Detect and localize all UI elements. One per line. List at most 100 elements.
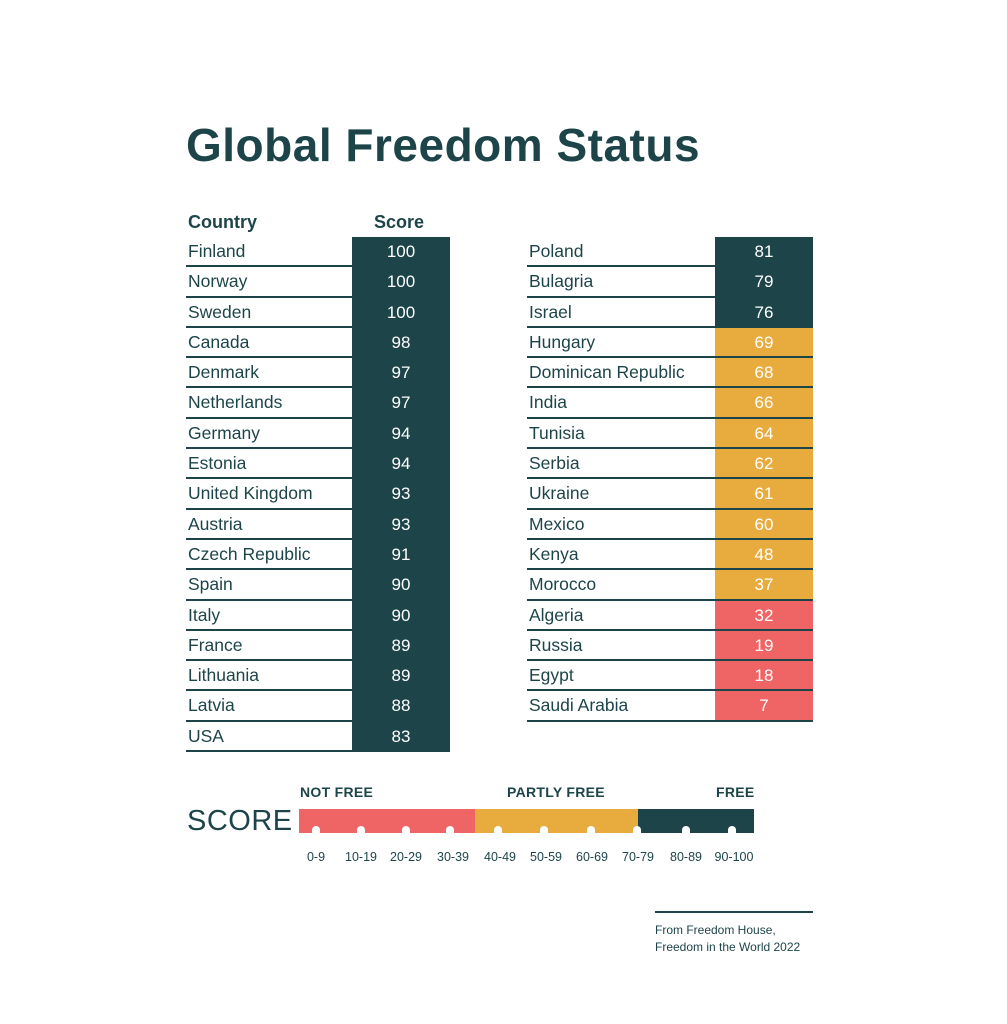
score-cell: 90 bbox=[352, 600, 450, 629]
country-name: Estonia bbox=[188, 453, 247, 474]
range-label: 90-100 bbox=[714, 850, 754, 864]
table-row: Canada 98 bbox=[186, 327, 450, 359]
source-line-2: Freedom in the World 2022 bbox=[655, 940, 801, 954]
score-cell: 98 bbox=[352, 327, 450, 357]
range-label: 40-49 bbox=[484, 850, 516, 864]
score-scale-bar bbox=[299, 809, 754, 834]
score-cell: 64 bbox=[715, 418, 813, 448]
table-row: Egypt 18 bbox=[527, 661, 813, 692]
score-cell: 48 bbox=[715, 539, 813, 569]
country-name: Serbia bbox=[529, 453, 580, 474]
scale-tick bbox=[494, 826, 502, 834]
country-name: Lithuania bbox=[188, 665, 260, 686]
table-row: Mexico 60 bbox=[527, 509, 813, 540]
scale-tick bbox=[446, 826, 454, 834]
country-name: Czech Republic bbox=[188, 543, 311, 564]
table-row: Saudi Arabia 7 bbox=[527, 691, 813, 722]
country-name: Latvia bbox=[188, 695, 235, 716]
table-row: Kenya 48 bbox=[527, 539, 813, 571]
table-row: Dominican Republic 68 bbox=[527, 358, 813, 389]
table-row: USA 83 bbox=[186, 721, 450, 753]
country-name: Spain bbox=[188, 574, 233, 595]
score-cell: 91 bbox=[352, 539, 450, 569]
country-name: Tunisia bbox=[529, 422, 585, 443]
country-name: Poland bbox=[529, 241, 584, 261]
score-table-left: Finland 100 Norway 100 Sweden 100 Canada 98 Denm… bbox=[186, 237, 450, 753]
score-cell: 90 bbox=[352, 570, 450, 599]
scale-tick bbox=[728, 826, 736, 834]
score-cell: 62 bbox=[715, 449, 813, 478]
country-column-header: Country bbox=[188, 212, 257, 232]
scale-tick bbox=[682, 826, 690, 834]
score-cell: 18 bbox=[715, 661, 813, 690]
legend-category-partly-free: PARTLY FREE bbox=[507, 784, 605, 800]
table-row: Serbia 62 bbox=[527, 449, 813, 480]
table-row: Estonia 94 bbox=[186, 449, 450, 480]
table-row: France 89 bbox=[186, 630, 450, 662]
table-row: Hungary 69 bbox=[527, 327, 813, 359]
legend-category-not-free: NOT FREE bbox=[300, 784, 374, 800]
score-table-right: Poland 81 Bulagria 79 Israel 76 Hungary 69 Domin… bbox=[527, 237, 813, 722]
table-row: India 66 bbox=[527, 388, 813, 419]
country-name: Italy bbox=[188, 604, 221, 625]
score-cell: 7 bbox=[715, 691, 813, 720]
country-name: Dominican Republic bbox=[529, 362, 685, 383]
legend-title: SCORE bbox=[187, 805, 293, 837]
table-row: Russia 19 bbox=[527, 630, 813, 662]
range-label: 30-39 bbox=[437, 850, 469, 864]
score-cell: 79 bbox=[715, 267, 813, 296]
score-cell: 97 bbox=[352, 358, 450, 387]
country-name: Germany bbox=[188, 422, 260, 443]
table-row: Italy 90 bbox=[186, 600, 450, 631]
score-cell: 83 bbox=[352, 721, 450, 751]
country-name: Algeria bbox=[529, 604, 584, 625]
score-cell: 61 bbox=[715, 479, 813, 508]
table-row: Bulagria 79 bbox=[527, 267, 813, 298]
table-row: Germany 94 bbox=[186, 418, 450, 450]
score-cell: 94 bbox=[352, 418, 450, 448]
legend-category-free: FREE bbox=[716, 784, 755, 800]
country-name: Denmark bbox=[188, 362, 259, 383]
source-divider bbox=[655, 911, 813, 913]
score-cell: 69 bbox=[715, 327, 813, 357]
table-row: Norway 100 bbox=[186, 267, 450, 298]
score-cell: 94 bbox=[352, 449, 450, 478]
scale-tick bbox=[587, 826, 595, 834]
score-cell: 88 bbox=[352, 691, 450, 720]
table-row: Denmark 97 bbox=[186, 358, 450, 389]
table-row: Latvia 88 bbox=[186, 691, 450, 722]
range-label: 0-9 bbox=[306, 850, 326, 864]
page-title: Global Freedom Status bbox=[186, 119, 701, 171]
scale-segment-not-free bbox=[299, 809, 475, 833]
country-name: Hungary bbox=[529, 331, 596, 352]
table-row: Poland 81 bbox=[527, 237, 813, 268]
score-cell: 32 bbox=[715, 600, 813, 629]
table-row: Ukraine 61 bbox=[527, 479, 813, 510]
score-cell: 100 bbox=[352, 237, 450, 266]
country-name: India bbox=[529, 392, 567, 413]
country-name: Finland bbox=[188, 241, 246, 261]
scale-tick bbox=[402, 826, 410, 834]
country-name: Kenya bbox=[529, 543, 579, 564]
country-name: Saudi Arabia bbox=[529, 695, 629, 716]
score-cell: 66 bbox=[715, 388, 813, 417]
score-cell: 76 bbox=[715, 297, 813, 326]
country-name: Russia bbox=[529, 634, 583, 655]
country-name: Morocco bbox=[529, 574, 597, 595]
country-name: Norway bbox=[188, 271, 248, 292]
country-name: Austria bbox=[188, 513, 243, 534]
range-label: 60-69 bbox=[576, 850, 608, 864]
table-row: Netherlands 97 bbox=[186, 388, 450, 419]
scale-segment-partly-free bbox=[475, 809, 638, 833]
country-name: USA bbox=[188, 725, 224, 746]
country-name: Canada bbox=[188, 331, 250, 352]
score-cell: 19 bbox=[715, 630, 813, 660]
country-name: Mexico bbox=[529, 513, 585, 534]
scale-segment-free bbox=[638, 809, 754, 833]
score-cell: 60 bbox=[715, 509, 813, 538]
table-row: Israel 76 bbox=[527, 297, 813, 328]
country-name: France bbox=[188, 634, 243, 655]
scale-tick bbox=[312, 826, 320, 834]
scale-tick bbox=[633, 826, 641, 834]
score-cell: 100 bbox=[352, 267, 450, 296]
